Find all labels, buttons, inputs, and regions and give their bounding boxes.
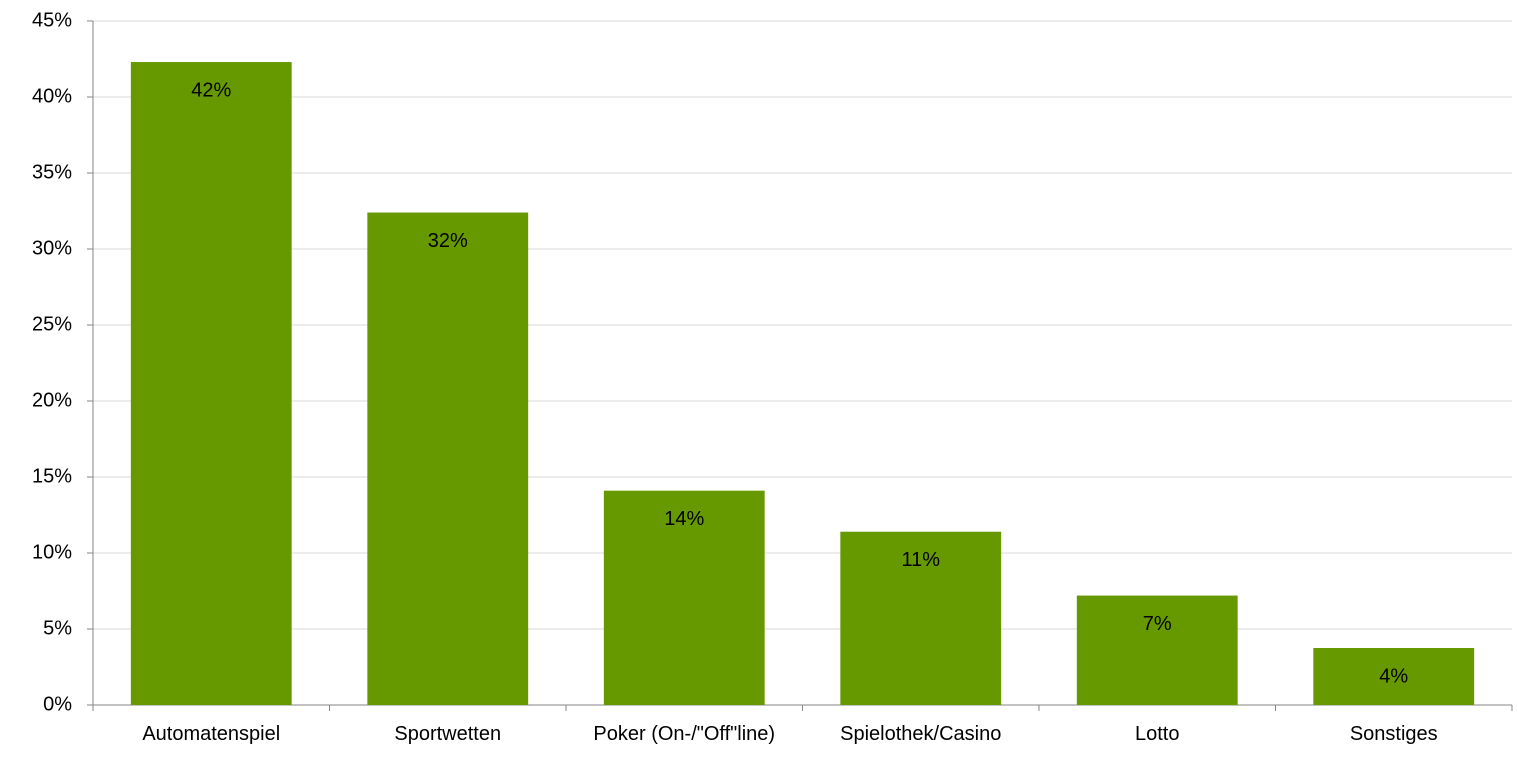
y-tick-label: 10% bbox=[32, 541, 72, 563]
bar bbox=[1076, 595, 1238, 705]
y-tick-label: 25% bbox=[32, 313, 72, 335]
y-tick-label: 0% bbox=[43, 693, 72, 715]
y-tick-label: 45% bbox=[32, 9, 72, 31]
y-tick-label: 40% bbox=[32, 85, 72, 107]
y-tick-label: 35% bbox=[32, 161, 72, 183]
y-tick-label: 30% bbox=[32, 237, 72, 259]
value-label: 7% bbox=[1143, 613, 1172, 635]
y-tick-label: 5% bbox=[43, 617, 72, 639]
x-tick-label: Sonstiges bbox=[1349, 723, 1438, 745]
x-tick-label: Spielothek/Casino bbox=[840, 723, 1002, 745]
x-tick-label: Automatenspiel bbox=[142, 723, 281, 745]
x-tick-label: Sportwetten bbox=[394, 723, 502, 745]
value-label: 14% bbox=[664, 508, 704, 530]
value-label: 32% bbox=[428, 230, 468, 252]
value-label: 42% bbox=[191, 79, 231, 101]
x-tick-label: Lotto bbox=[1135, 723, 1180, 745]
x-tick-label: Poker (On-/"Off"line) bbox=[593, 723, 776, 745]
value-label: 4% bbox=[1379, 665, 1408, 687]
bar bbox=[603, 490, 765, 705]
bar bbox=[367, 212, 529, 705]
bar bbox=[130, 62, 292, 706]
value-label: 11% bbox=[901, 549, 940, 571]
bar bbox=[1313, 648, 1475, 705]
bar bbox=[840, 531, 1002, 705]
y-tick-label: 15% bbox=[32, 465, 72, 487]
y-tick-label: 20% bbox=[32, 389, 72, 411]
